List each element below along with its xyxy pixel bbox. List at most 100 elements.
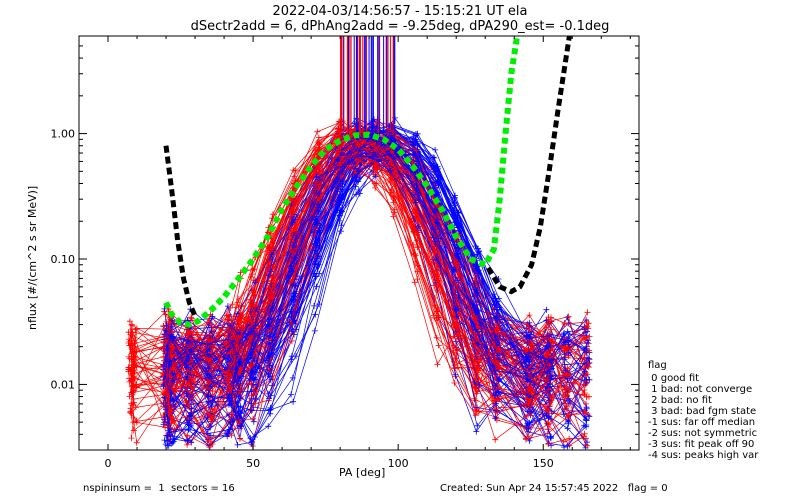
data-point-marker	[494, 306, 501, 313]
data-point-marker	[266, 333, 273, 340]
data-point-marker	[251, 434, 258, 440]
data-point-marker	[208, 328, 215, 335]
data-point-marker	[412, 258, 419, 265]
y-tick-label: 0.10	[51, 253, 76, 266]
data-point-marker	[525, 426, 532, 433]
fit-curve-black	[163, 145, 198, 318]
data-point-marker	[208, 375, 215, 382]
data-point-marker	[435, 342, 442, 349]
data-point-marker	[583, 324, 590, 331]
data-point-marker	[565, 337, 572, 344]
data-point-marker	[184, 376, 191, 383]
x-tick-label: 150	[533, 457, 554, 470]
data-point-marker	[546, 413, 553, 420]
data-point-marker	[494, 409, 501, 416]
data-point-marker	[492, 359, 499, 366]
data-point-marker	[235, 410, 242, 417]
data-point-marker	[252, 396, 259, 403]
data-point-marker	[548, 326, 555, 333]
data-point-marker	[566, 435, 573, 442]
data-point-marker	[387, 151, 394, 158]
data-point-marker	[492, 382, 499, 389]
data-point-marker	[238, 302, 245, 309]
data-point-marker	[251, 376, 258, 383]
data-point-marker	[166, 357, 173, 364]
data-point-marker	[311, 302, 318, 309]
data-point-marker	[334, 148, 341, 154]
data-point-marker	[415, 196, 422, 203]
data-point-marker	[372, 173, 379, 180]
data-point-marker	[387, 161, 394, 168]
data-point-marker	[581, 368, 588, 375]
data-point-marker	[132, 326, 139, 333]
data-point-marker	[336, 207, 343, 214]
data-point-marker	[586, 333, 593, 340]
data-point-marker	[250, 415, 257, 422]
data-point-marker	[228, 432, 235, 439]
data-point-marker	[235, 377, 242, 384]
data-point-marker	[413, 132, 420, 139]
data-point-marker	[494, 326, 501, 333]
data-point-marker	[185, 331, 191, 337]
data-point-marker	[169, 369, 176, 376]
data-point-marker	[528, 388, 535, 395]
data-point-marker	[548, 358, 555, 364]
data-point-marker	[161, 363, 168, 370]
data-point-marker	[475, 356, 482, 363]
data-point-marker	[225, 336, 232, 343]
data-point-marker	[454, 269, 461, 276]
data-point-marker	[548, 394, 555, 401]
data-point-marker	[133, 439, 140, 446]
data-point-marker	[415, 223, 422, 230]
data-point-marker	[268, 251, 275, 258]
data-point-marker	[269, 294, 276, 301]
data-point-marker	[312, 170, 319, 177]
data-point-marker	[237, 394, 243, 401]
data-point-marker	[334, 176, 341, 183]
data-point-marker	[205, 426, 211, 433]
data-point-marker	[234, 441, 241, 448]
data-point-marker	[316, 190, 323, 197]
data-point-marker	[126, 378, 133, 385]
x-tick-label: 100	[388, 457, 409, 470]
data-point-marker	[338, 195, 345, 202]
data-point-marker	[314, 255, 321, 262]
data-point-marker	[314, 201, 321, 208]
data-point-marker	[166, 429, 173, 436]
data-point-marker	[160, 383, 167, 390]
data-point-marker	[204, 384, 211, 391]
data-point-marker	[267, 410, 274, 417]
data-point-marker	[584, 328, 591, 335]
data-point-marker	[431, 154, 438, 161]
data-point-marker	[435, 278, 442, 284]
data-point-marker	[265, 423, 272, 430]
data-point-marker	[130, 419, 137, 426]
data-point-marker	[288, 356, 295, 363]
data-point-marker	[289, 185, 296, 192]
data-point-marker	[373, 146, 380, 153]
data-point-marker	[338, 222, 345, 229]
x-axis-label: PA [deg]	[339, 466, 386, 479]
data-point-marker	[207, 383, 214, 390]
data-point-marker	[526, 421, 533, 428]
data-point-marker	[128, 402, 135, 408]
data-point-marker	[267, 376, 274, 383]
data-point-marker	[206, 317, 213, 323]
data-point-marker	[492, 392, 499, 399]
data-point-marker	[495, 329, 502, 336]
data-point-marker	[545, 441, 552, 448]
data-point-marker	[413, 147, 420, 154]
data-point-marker	[352, 137, 359, 144]
data-point-marker	[290, 282, 296, 288]
data-point-marker	[431, 238, 438, 245]
data-point-marker	[565, 349, 572, 356]
data-point-marker	[354, 152, 361, 159]
data-point-marker	[169, 328, 176, 335]
data-point-marker	[266, 245, 273, 252]
data-point-marker	[312, 147, 319, 154]
data-point-marker	[209, 387, 216, 394]
legend-item: 0 good fit	[648, 373, 700, 384]
data-point-marker	[454, 277, 461, 284]
data-point-marker	[565, 386, 572, 393]
data-point-marker	[474, 251, 481, 258]
